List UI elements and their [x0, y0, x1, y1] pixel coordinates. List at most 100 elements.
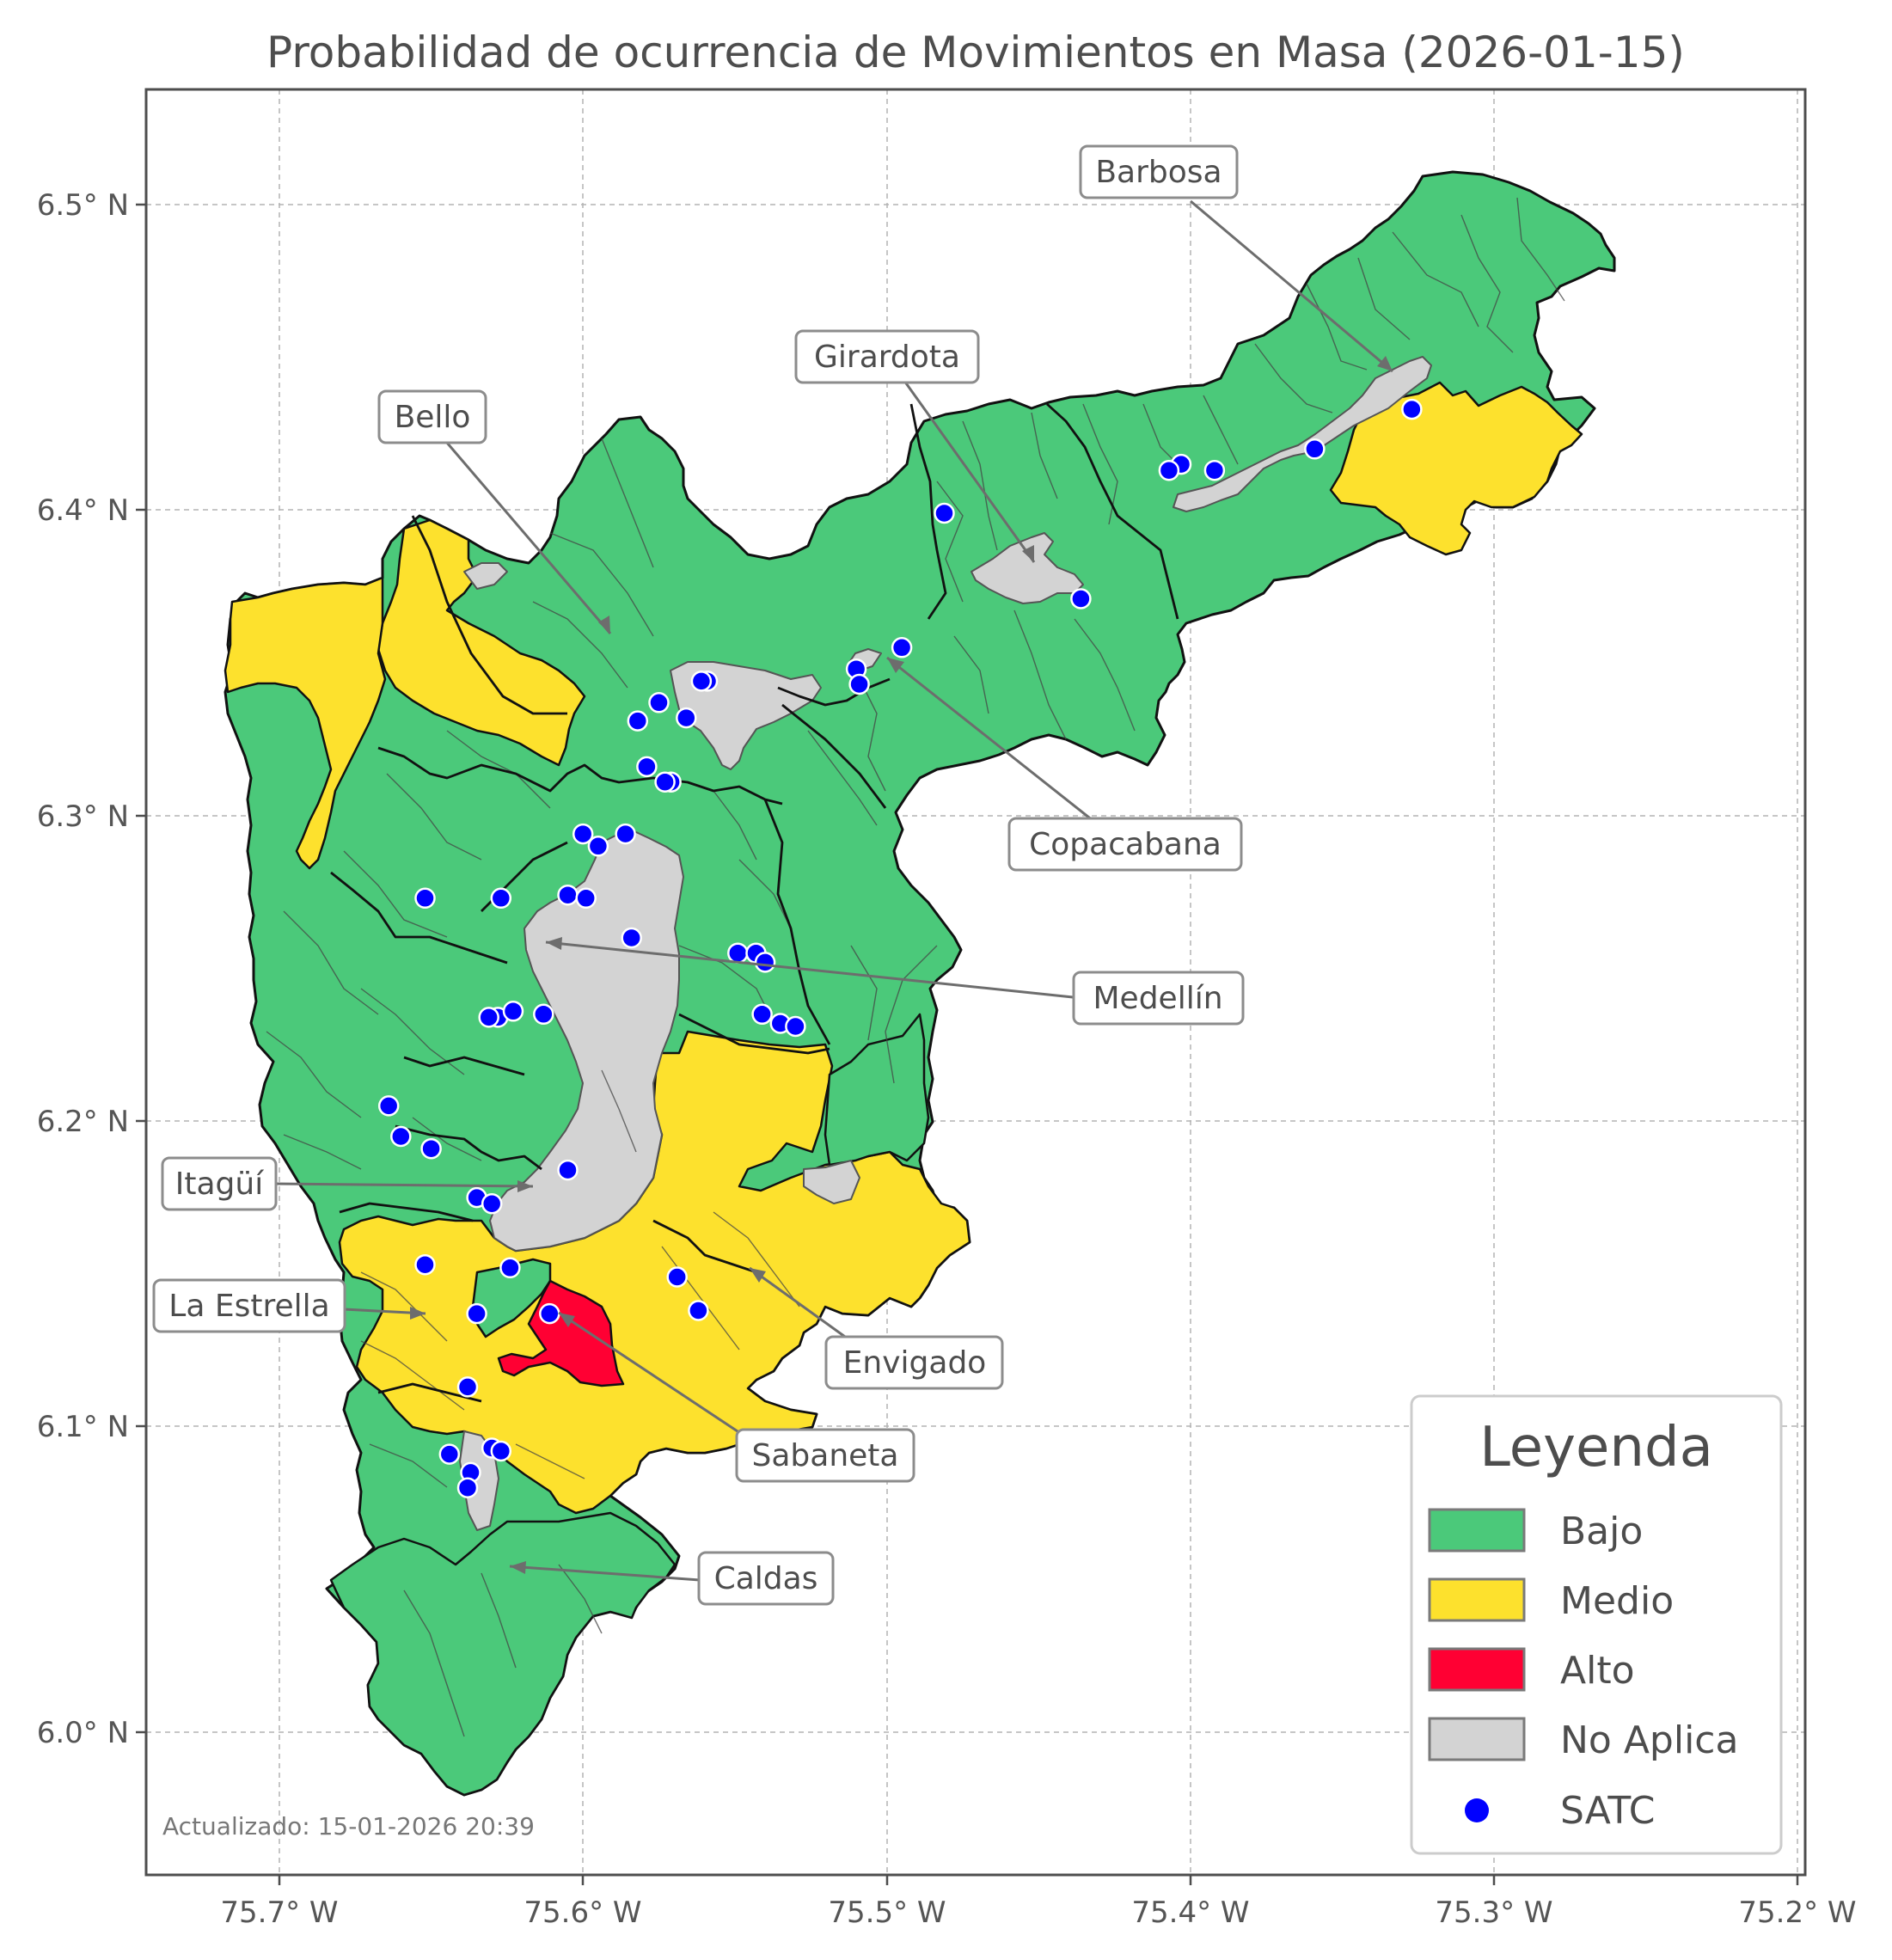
region-medio-zones	[223, 381, 1583, 1515]
map-title: Probabilidad de ocurrencia de Movimiento…	[266, 28, 1685, 77]
legend-swatch-alto	[1428, 1647, 1526, 1692]
satc-station-marker	[390, 1125, 412, 1148]
satc-station-marker	[1158, 459, 1180, 481]
boundary-girardota-copacabana	[909, 403, 947, 620]
satc-station-marker	[848, 673, 870, 695]
region-medio-west-1	[377, 518, 586, 767]
callout-caldas-label: Caldas	[714, 1561, 818, 1596]
region-medio-barbosa	[1329, 381, 1583, 556]
callout-copacabana-label: Copacabana	[1029, 827, 1222, 862]
satc-station-marker	[539, 1302, 560, 1325]
satc-station-marker	[490, 1440, 512, 1462]
callout-itagui-label: Itagüí	[175, 1167, 264, 1202]
satc-station-marker	[466, 1302, 487, 1325]
satc-station-marker	[557, 884, 579, 906]
legend-label-no-aplica: No Aplica	[1560, 1718, 1738, 1762]
callout-bello: Bello	[377, 389, 612, 634]
satc-station-marker	[478, 1007, 499, 1028]
callout-medellin: Medellín	[545, 937, 1245, 1026]
boundary-bello-medellin	[377, 746, 783, 805]
satc-station-marker	[636, 756, 658, 778]
satc-station-marker	[481, 1192, 503, 1215]
satc-station-marker	[615, 823, 636, 845]
x-tick-label: 75.6° W	[524, 1896, 641, 1930]
y-tick-label: 6.1° N	[37, 1410, 129, 1444]
satc-station-marker	[666, 1266, 688, 1288]
satc-station-marker	[557, 1159, 579, 1181]
legend-item-medio: Medio	[1428, 1577, 1674, 1623]
satc-station-marker	[1070, 588, 1092, 609]
boundary-itagui-la-estrella	[339, 1202, 474, 1222]
x-tick-label: 75.7° W	[220, 1896, 338, 1930]
satc-station-marker	[587, 836, 609, 857]
satc-station-marker	[621, 927, 642, 949]
satc-station-marker	[438, 1443, 461, 1465]
satc-station-marker	[575, 887, 597, 910]
region-medio-south-east	[338, 1030, 971, 1515]
satc-station-marker	[414, 887, 436, 910]
callout-bello-label: Bello	[395, 400, 471, 435]
y-tick-label: 6.4° N	[37, 493, 129, 528]
callouts: Barbosa Girardota Bello Copacabana	[152, 144, 1393, 1606]
satc-station-marker	[654, 771, 676, 793]
satc-station-marker	[891, 637, 913, 658]
subdivision-lines	[266, 197, 1565, 1737]
satc-station-marker	[785, 1015, 806, 1038]
satc-station-marker	[414, 1253, 436, 1276]
region-no-aplica-bello-north	[463, 562, 508, 590]
legend-label-alto: Alto	[1560, 1649, 1635, 1693]
satc-station-marker	[690, 671, 713, 692]
region-bajo-caldas-south	[329, 1511, 677, 1797]
region-no-aplica-barbosa	[1173, 356, 1432, 512]
region-alto-sabaneta	[497, 1279, 625, 1387]
legend-swatch-bajo	[1428, 1508, 1526, 1553]
tick-marks	[136, 203, 1799, 1885]
boundary-la-estrella-caldas	[377, 1382, 482, 1403]
callout-sabaneta-label: Sabaneta	[752, 1438, 899, 1473]
callout-caldas: Caldas	[509, 1551, 835, 1606]
callout-itagui: Itagüí	[161, 1156, 534, 1211]
boundary-copacabana-east	[781, 703, 887, 809]
satc-station-marker	[502, 1001, 524, 1022]
x-tick-label: 75.3° W	[1435, 1896, 1552, 1930]
y-tick-label: 6.3° N	[37, 799, 129, 834]
satc-station-marker	[754, 952, 776, 973]
satc-station-marker	[377, 1095, 400, 1117]
boundary-envigado-sabaneta	[652, 1219, 757, 1274]
legend-swatch-no-aplica	[1428, 1717, 1526, 1761]
y-tick-labels: 6.5° N 6.4° N 6.3° N 6.2° N 6.1° N 6.0° …	[37, 188, 129, 1750]
x-tick-label: 75.5° W	[828, 1896, 946, 1930]
legend-label-satc: SATC	[1560, 1789, 1655, 1833]
satc-markers	[377, 398, 1423, 1498]
boundary-medellin-itagui	[395, 1124, 542, 1171]
callout-girardota-label: Girardota	[814, 340, 960, 375]
callout-barbosa: Barbosa	[1079, 144, 1393, 373]
satc-station-marker	[1203, 459, 1226, 481]
legend-item-bajo: Bajo	[1428, 1508, 1643, 1553]
region-no-aplica-sabaneta	[803, 1160, 860, 1204]
boundary-medellin-east	[763, 799, 831, 1045]
updated-timestamp: Actualizado: 15-01-2026 20:39	[162, 1812, 535, 1841]
callout-medellin-label: Medellín	[1093, 981, 1222, 1016]
legend: Leyenda Bajo Medio Alto No Aplica SATC	[1410, 1394, 1783, 1855]
satc-station-marker	[456, 1376, 479, 1398]
boundary-bello-west	[411, 515, 567, 715]
satc-station-marker	[1401, 398, 1423, 420]
legend-title: Leyenda	[1479, 1416, 1713, 1479]
legend-swatch-medio	[1428, 1577, 1526, 1622]
boundary-barbosa-girardota	[1046, 402, 1179, 620]
boundary-medellin-envigado	[678, 1013, 830, 1055]
legend-label-bajo: Bajo	[1560, 1510, 1643, 1553]
callout-barbosa-label: Barbosa	[1095, 155, 1222, 190]
legend-item-alto: Alto	[1428, 1647, 1635, 1693]
boundary-medellin-west	[330, 871, 508, 965]
satc-station-marker	[420, 1137, 442, 1160]
satc-station-marker	[751, 1003, 773, 1026]
boundary-copacabana-bello	[777, 677, 891, 707]
satc-station-marker	[533, 1003, 554, 1026]
legend-item-no-aplica: No Aplica	[1428, 1717, 1738, 1762]
satc-station-marker	[627, 710, 649, 732]
y-tick-label: 6.0° N	[37, 1716, 129, 1750]
satc-station-marker	[499, 1257, 521, 1279]
